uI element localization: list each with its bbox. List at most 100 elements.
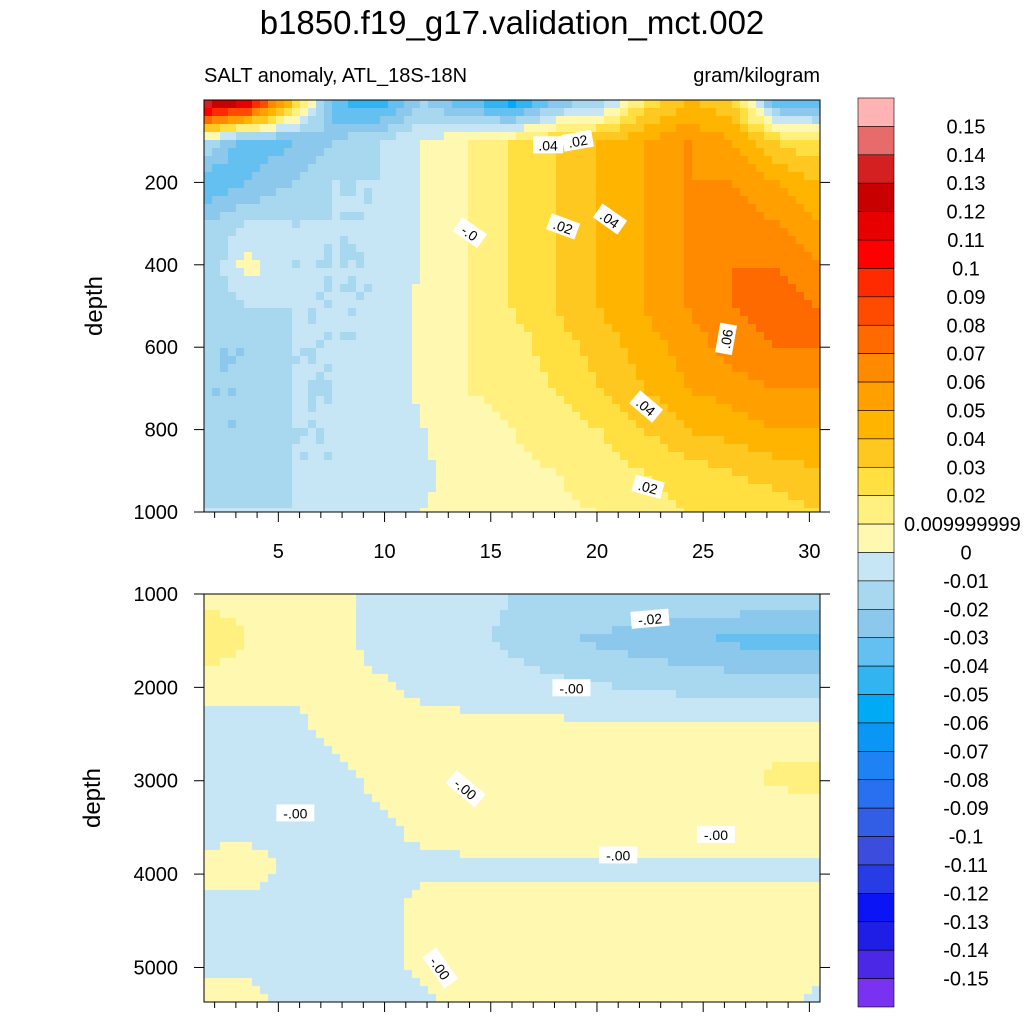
top-cell [284,396,293,405]
top-cell [244,276,253,285]
top-cell [524,204,533,213]
top-cell [252,180,261,189]
top-cell [316,412,325,421]
top-cell [404,252,413,261]
bottom-cell [276,650,285,659]
top-cell [812,228,820,237]
bottom-cell [796,594,805,603]
top-cell [340,268,349,277]
bottom-cell [796,642,805,651]
top-cell [492,300,501,309]
top-cell [572,396,581,405]
top-cell [324,428,333,437]
bottom-cell [532,610,541,619]
top-cell [540,220,549,229]
top-cell [804,324,813,333]
bottom-cell [204,618,213,627]
top-cell [812,164,820,173]
top-cell [300,140,309,149]
top-cell [772,476,781,485]
top-cell [220,460,229,469]
top-cell [796,468,805,477]
top-cell [772,228,781,237]
bottom-cell [356,626,365,635]
bottom-cell [420,650,429,659]
top-cell [508,500,517,509]
top-cell [508,444,517,453]
top-cell [212,372,221,381]
bottom-cell [268,658,277,667]
top-cell [772,444,781,453]
top-cell [244,340,253,349]
bottom-cell [348,626,357,635]
top-cell [292,212,301,221]
top-cell [316,404,325,413]
top-cell [628,260,637,269]
bottom-cell [708,650,717,659]
top-cell [220,500,229,509]
bottom-cell [444,682,453,691]
top-cell [700,108,709,117]
top-cell [556,116,565,125]
top-cell [356,180,365,189]
top-cell [228,452,237,461]
top-cell [292,324,301,333]
top-cell [396,228,405,237]
bottom-cell [620,602,629,611]
bottom-cell [580,602,589,611]
top-cell [308,212,317,221]
top-cell [380,324,389,333]
top-cell [764,260,773,269]
top-cell [716,252,725,261]
top-cell [796,124,805,133]
top-cell [468,308,477,317]
top-cell [748,508,757,512]
top-cell [796,300,805,309]
top-cell [492,436,501,445]
bottom-cell [212,690,221,699]
top-cell [252,356,261,365]
top-cell [668,388,677,397]
top-cell [236,252,245,261]
top-cell [644,108,653,117]
top-cell [484,140,493,149]
top-cell [812,356,820,365]
top-cell [780,500,789,509]
top-cell [396,100,405,109]
bottom-cell [708,626,717,635]
top-cell [444,244,453,253]
top-cell [788,172,797,181]
top-cell [300,212,309,221]
top-cell [436,252,445,261]
top-cell [620,276,629,285]
top-cell [708,476,717,485]
top-cell [364,172,373,181]
top-cell [468,124,477,133]
top-cell [340,108,349,117]
top-cell [660,196,669,205]
top-cell [324,156,333,165]
top-cell [772,188,781,197]
top-cell [412,340,421,349]
top-cell [500,132,509,141]
top-cell [228,316,237,325]
bottom-cell [516,666,525,675]
top-cell [468,284,477,293]
top-cell [652,172,661,181]
top-cell [756,196,765,205]
top-cell [372,468,381,477]
top-cell [412,180,421,189]
top-cell [204,428,213,437]
top-cell [460,276,469,285]
top-cell [348,180,357,189]
top-cell [772,252,781,261]
top-cell [628,196,637,205]
bottom-cell [228,650,237,659]
top-cell [236,236,245,245]
top-cell [372,180,381,189]
top-cell [668,364,677,373]
top-cell [732,460,741,469]
top-cell [764,460,773,469]
top-cell [628,356,637,365]
top-cell [492,428,501,437]
